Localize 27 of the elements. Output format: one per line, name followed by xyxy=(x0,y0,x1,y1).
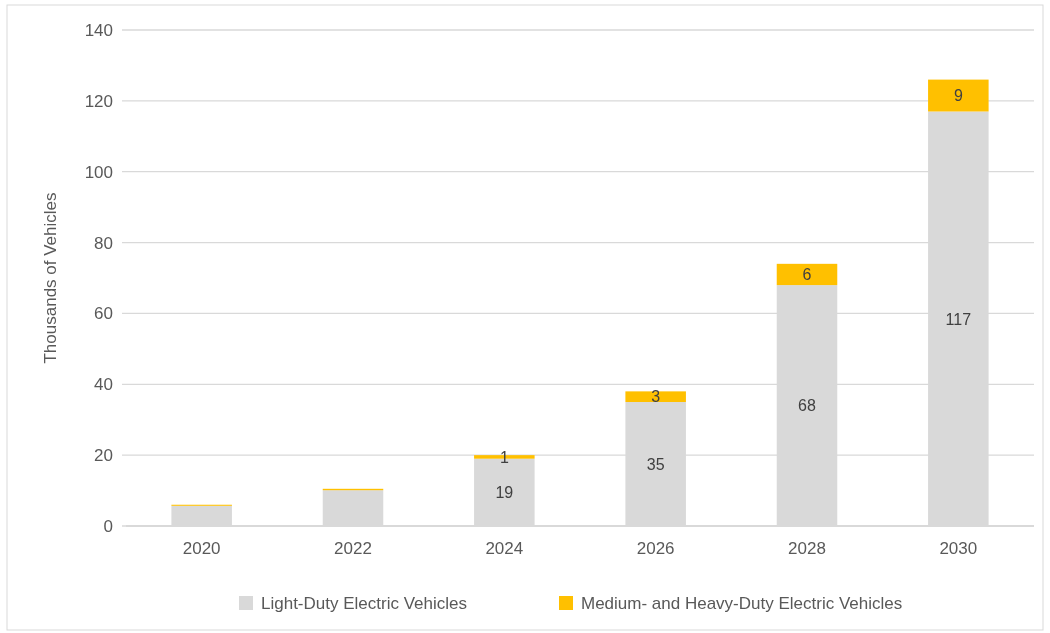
y-tick-label: 20 xyxy=(94,446,113,466)
x-tick-label: 2026 xyxy=(636,539,675,558)
data-label: 35 xyxy=(646,455,665,473)
y-tick-label: 60 xyxy=(94,304,113,324)
legend-label: Light-Duty Electric Vehicles xyxy=(261,593,467,613)
x-tick-label: 2020 xyxy=(182,539,221,558)
bar xyxy=(776,263,838,286)
y-tick-label: 80 xyxy=(94,233,113,253)
y-tick-label: 0 xyxy=(103,516,113,536)
y-tick-label: 120 xyxy=(84,91,113,111)
y-tick-label: 100 xyxy=(84,162,113,182)
data-label: 19 xyxy=(495,484,514,502)
bar xyxy=(625,391,686,402)
x-tick-label: 2024 xyxy=(485,539,524,558)
x-tick-label: 2030 xyxy=(939,539,978,558)
x-tick-label: 2022 xyxy=(334,539,372,558)
data-label: 68 xyxy=(798,397,816,415)
y-tick-label: 40 xyxy=(94,375,113,395)
data-label: 9 xyxy=(953,87,963,105)
data-label: 117 xyxy=(945,310,972,328)
x-tick-label: 2028 xyxy=(788,539,826,558)
data-label: 3 xyxy=(651,388,661,406)
legend-label: Medium- and Heavy-Duty Electric Vehicles xyxy=(581,593,903,613)
bar xyxy=(928,79,989,112)
data-label: 6 xyxy=(802,266,812,284)
y-axis-title: Thousands of Vehicles xyxy=(41,192,60,364)
y-tick-label: 140 xyxy=(84,20,113,40)
